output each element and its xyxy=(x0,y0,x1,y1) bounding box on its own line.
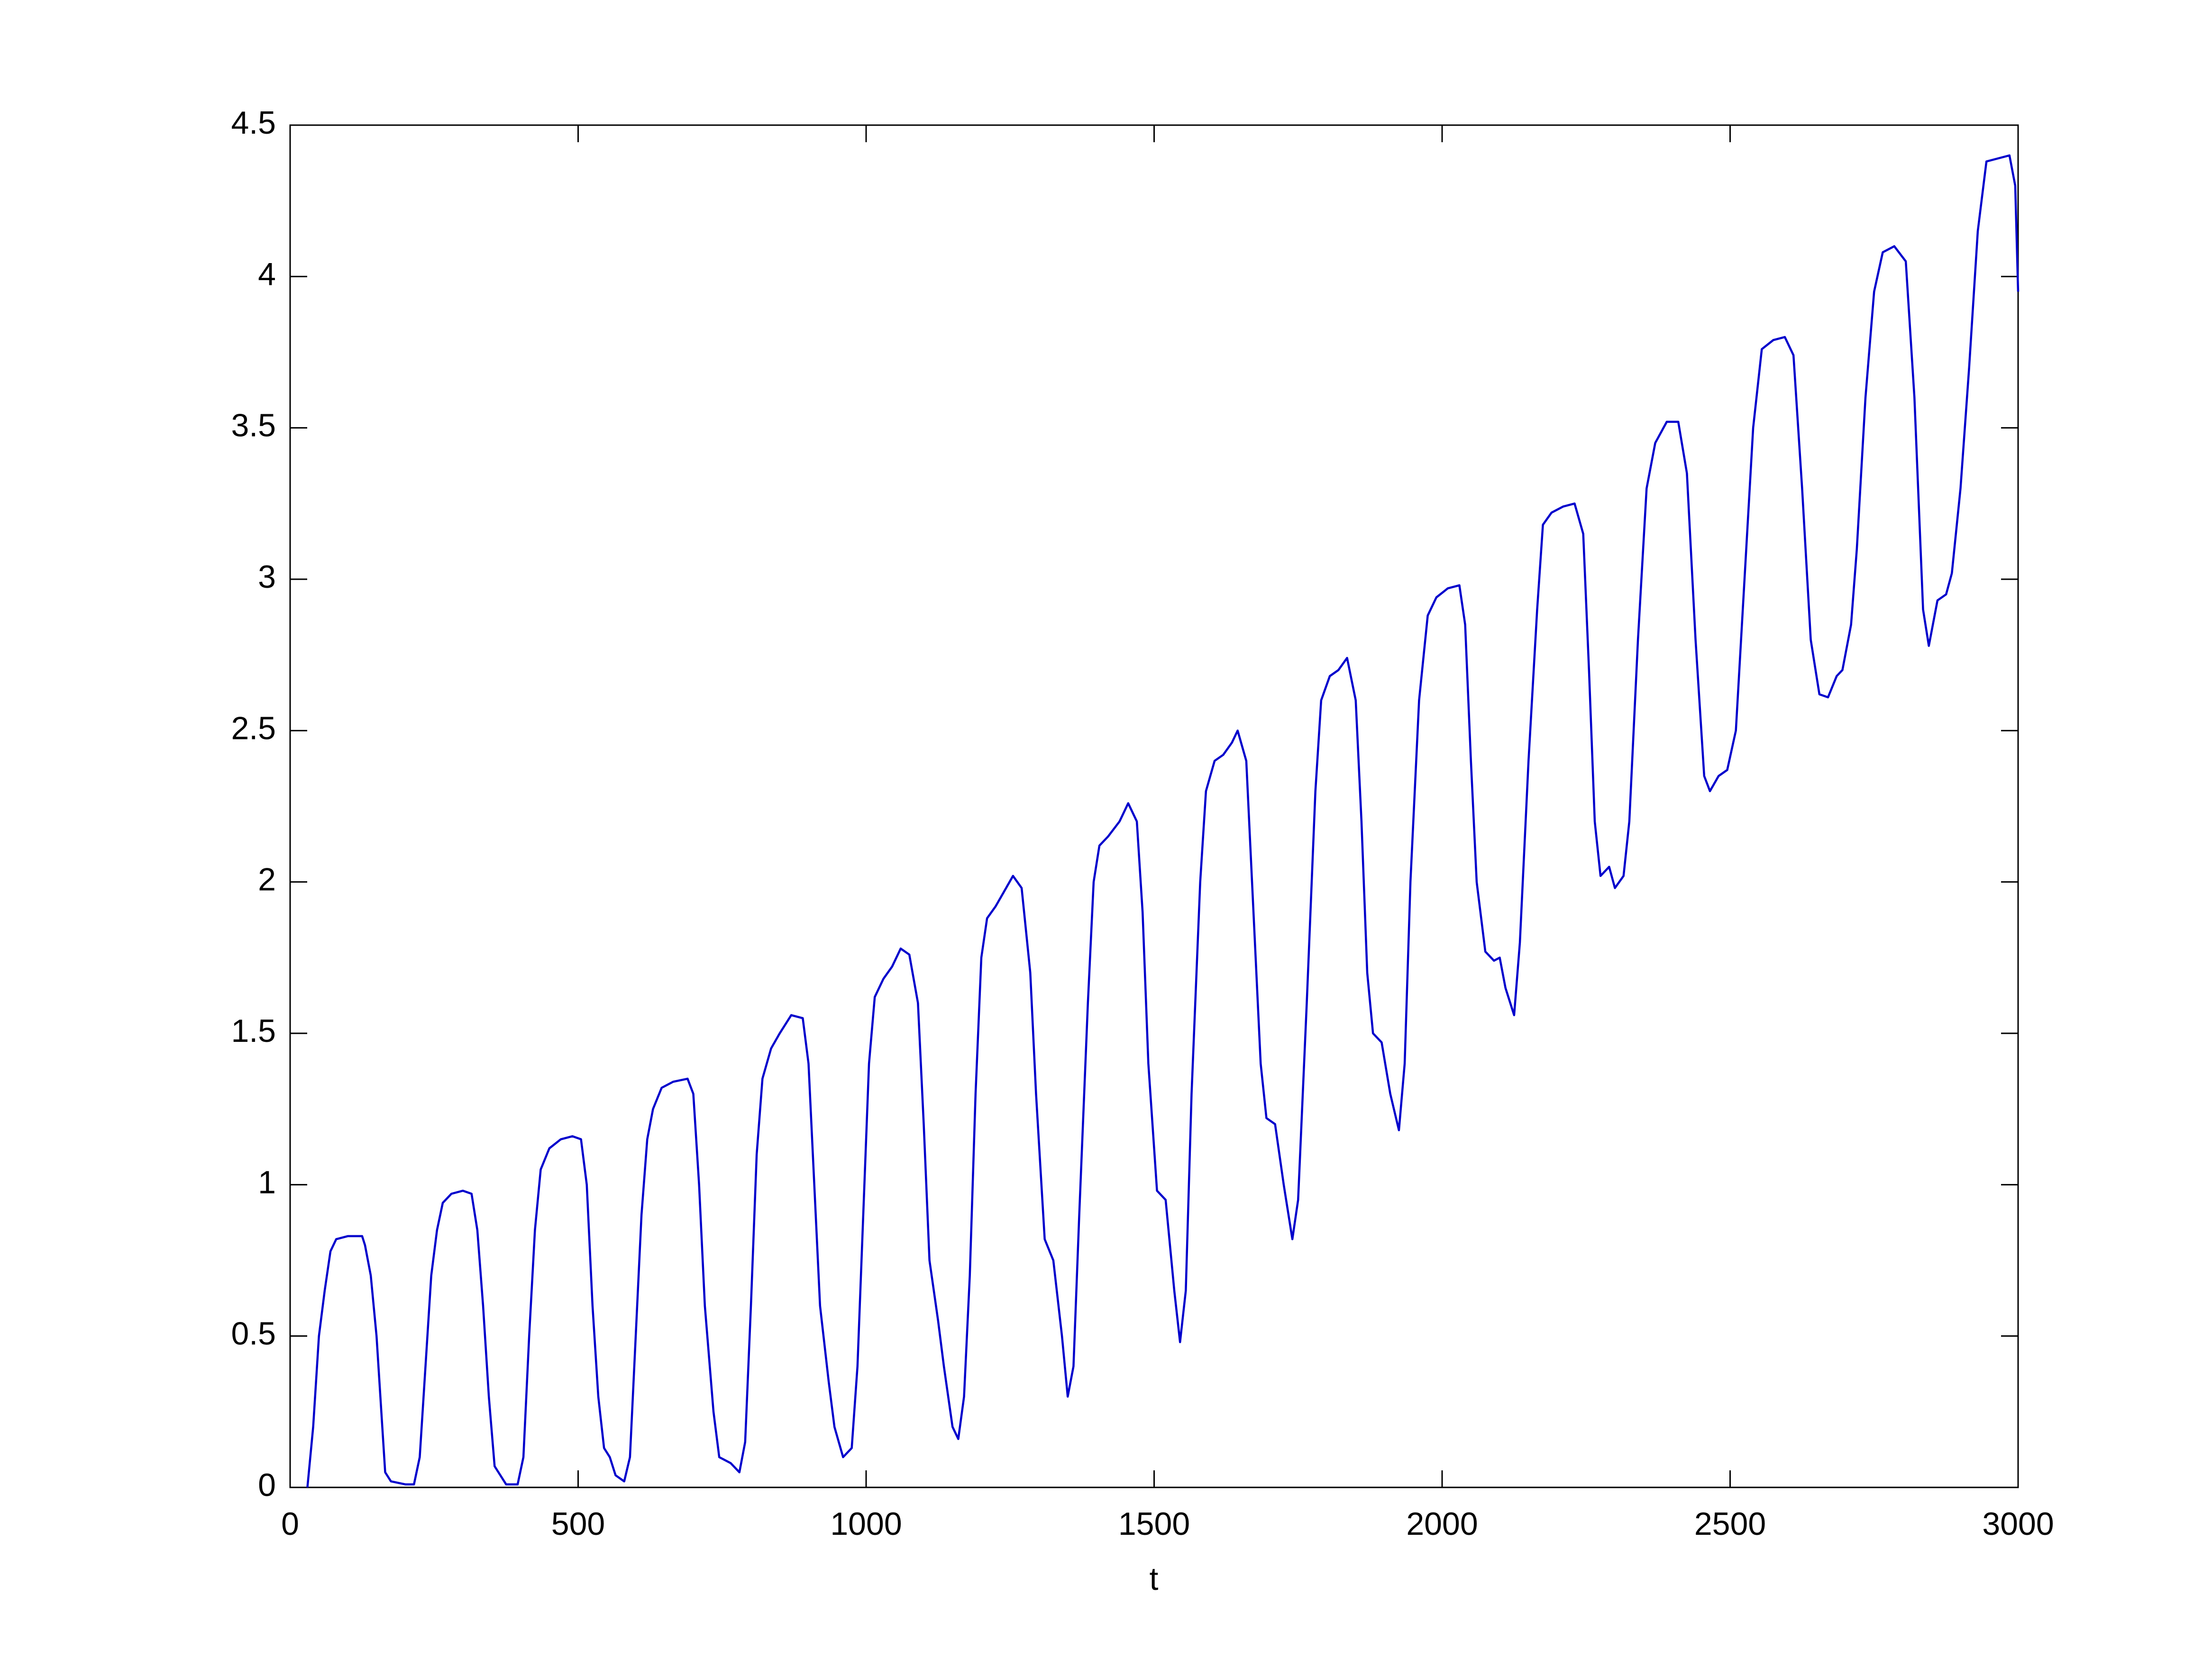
x-tick-label: 2500 xyxy=(1694,1506,1766,1542)
y-tick-label: 4 xyxy=(258,256,276,292)
y-tick-label: 3 xyxy=(258,559,276,595)
y-tick-label: 0.5 xyxy=(231,1316,276,1352)
x-tick-label: 1500 xyxy=(1118,1506,1190,1542)
plot-frame xyxy=(289,124,2019,1488)
x-tick-label: 1000 xyxy=(830,1506,902,1542)
x-tick-label: 3000 xyxy=(1982,1506,2054,1542)
y-tick-label: 4.5 xyxy=(231,105,276,141)
x-tick-label: 0 xyxy=(281,1506,299,1542)
x-tick-label: 2000 xyxy=(1406,1506,1478,1542)
y-tick-label: 3.5 xyxy=(231,408,276,444)
x-tick-label: 500 xyxy=(551,1506,605,1542)
data-line xyxy=(306,154,2020,1488)
y-tick-label: 2 xyxy=(258,862,276,898)
y-tick-label: 1 xyxy=(258,1164,276,1200)
y-tick-label: 0 xyxy=(258,1467,276,1503)
x-axis-label: t xyxy=(1150,1561,1159,1597)
y-tick-label: 1.5 xyxy=(231,1013,276,1049)
y-tick-label: 2.5 xyxy=(231,710,276,746)
